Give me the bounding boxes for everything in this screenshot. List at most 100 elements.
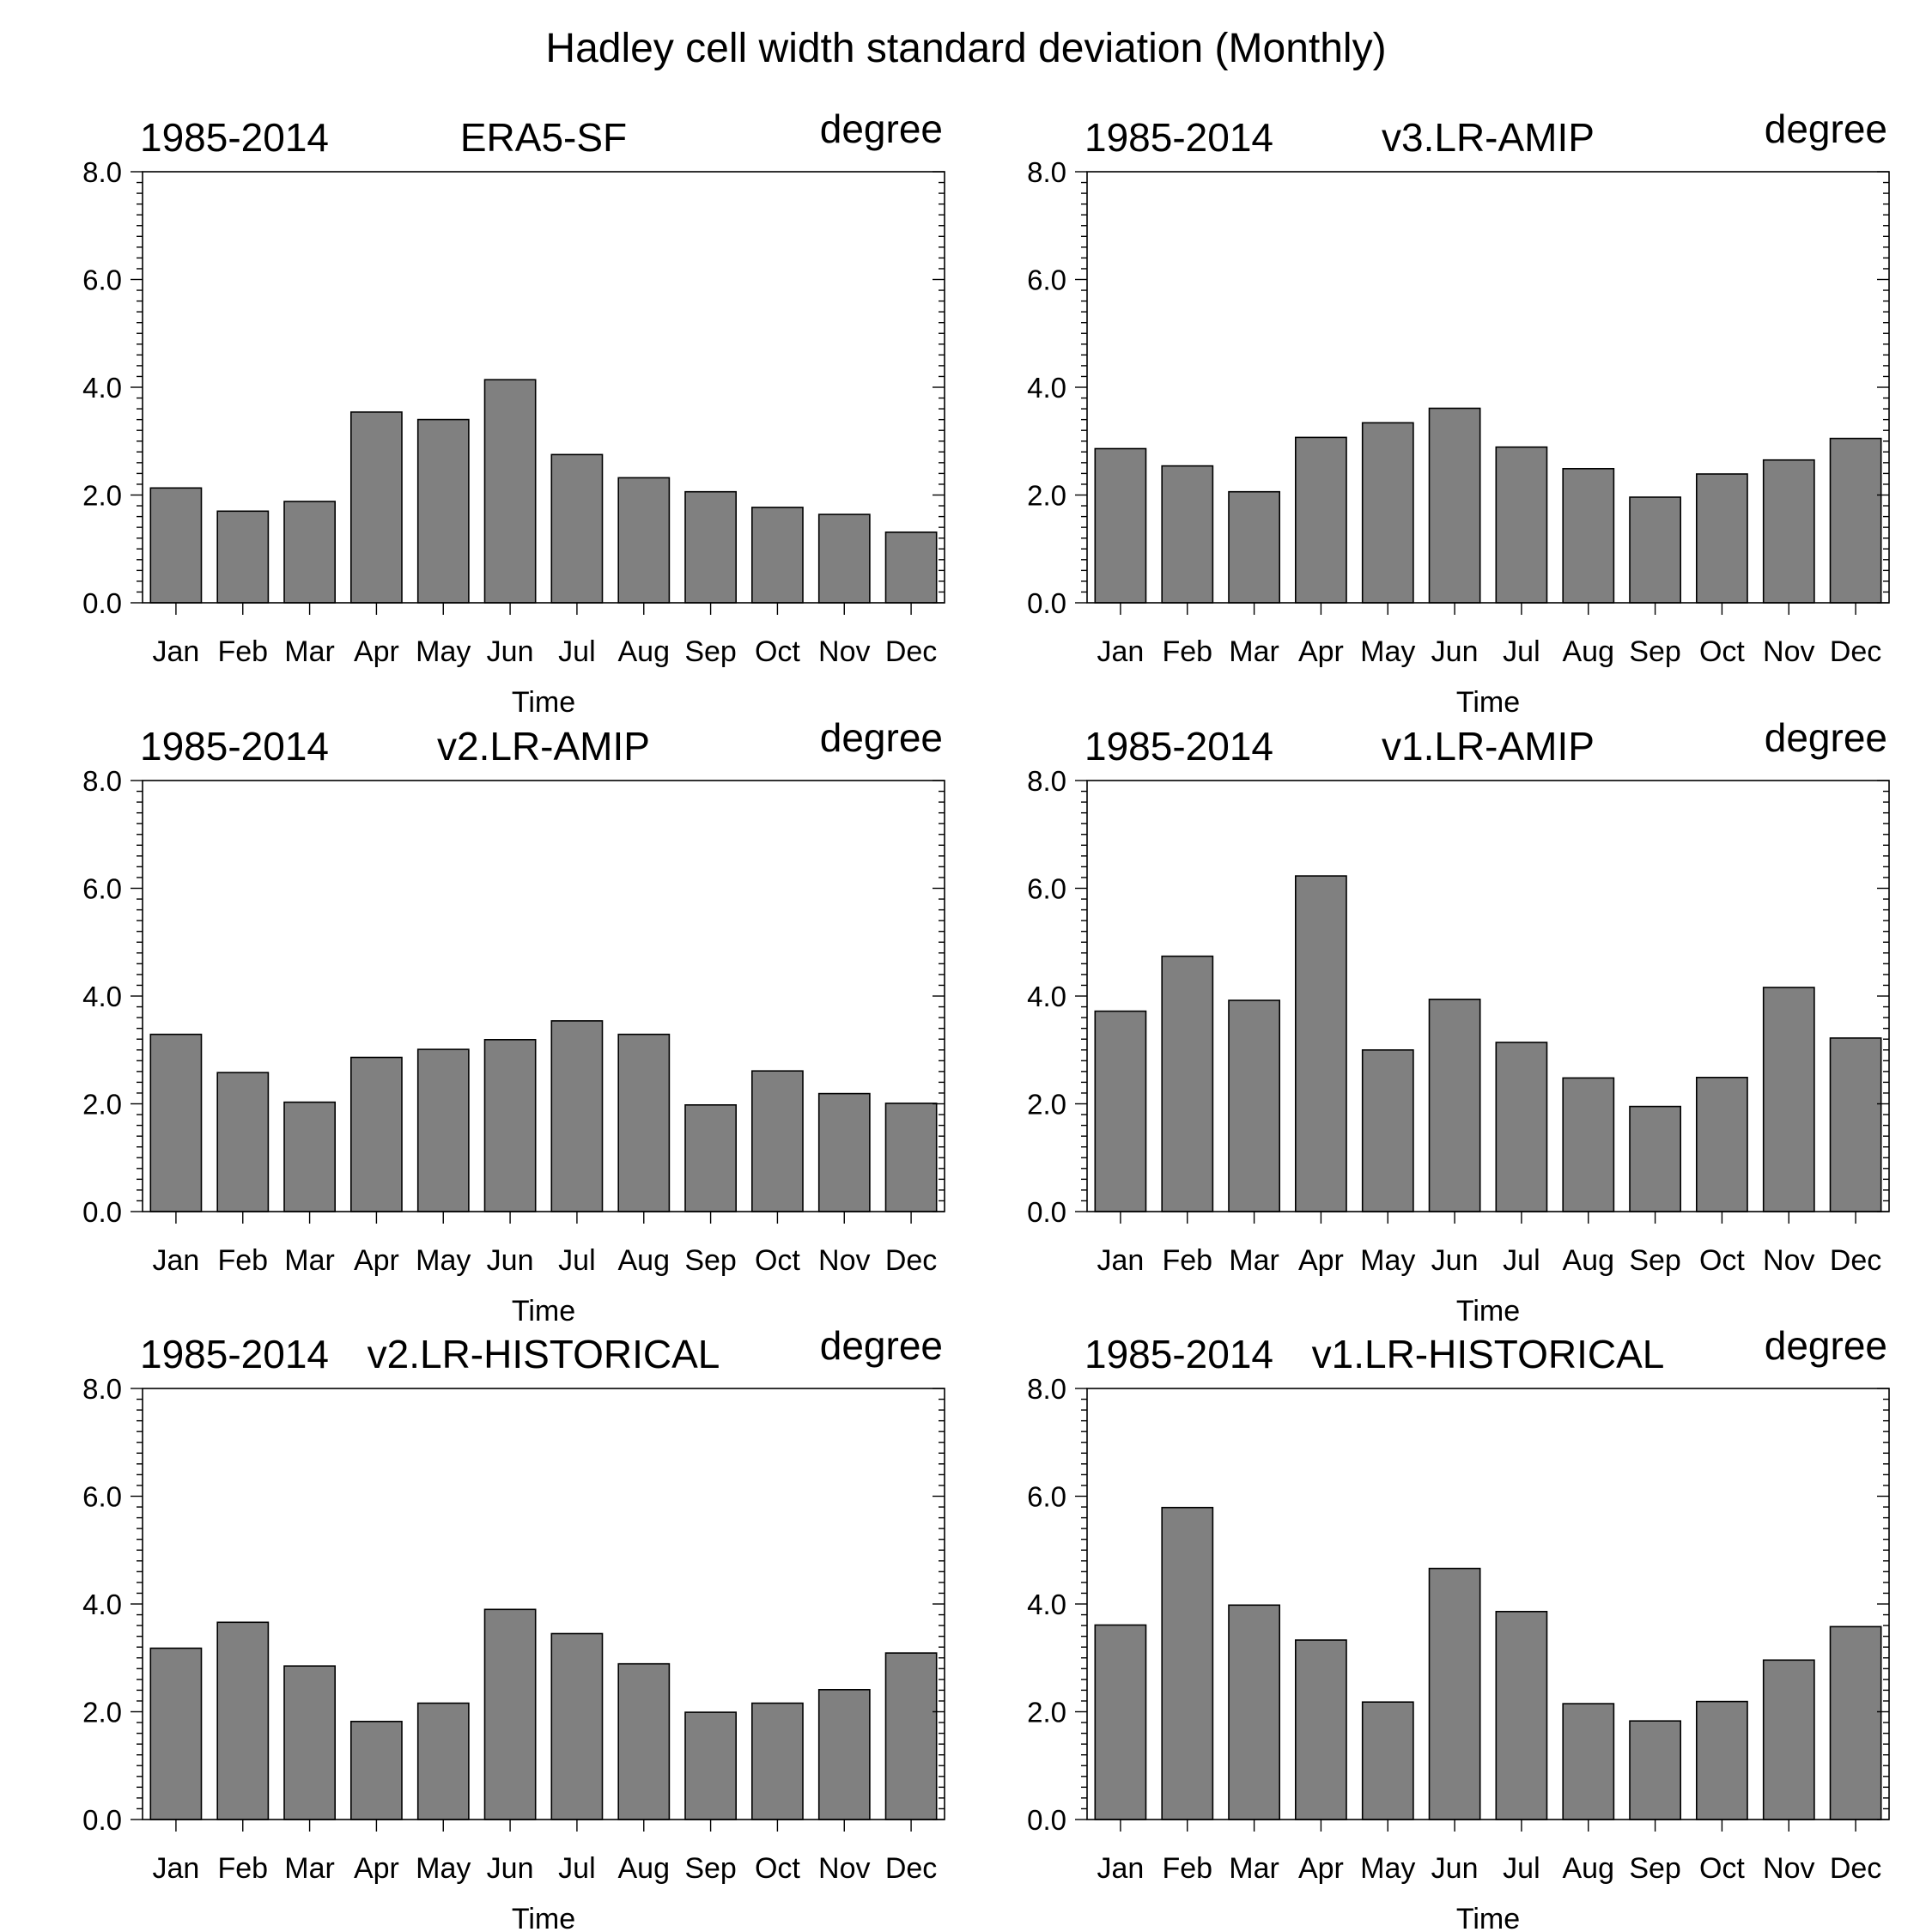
bar: [1762, 459, 1815, 604]
bar: [1495, 1042, 1548, 1212]
bar: [1228, 999, 1281, 1212]
bar: [550, 1632, 604, 1820]
bar: [684, 1711, 738, 1820]
y-tick-label: 8.0: [1027, 156, 1066, 188]
x-tick-label: May: [416, 1852, 471, 1885]
panel-title: v1.LR-HISTORICAL: [1312, 1332, 1665, 1376]
bar: [1762, 987, 1815, 1212]
panel-period: 1985-2014: [140, 115, 329, 160]
x-tick-label: Oct: [755, 1244, 800, 1277]
x-tick-label: Jul: [558, 635, 595, 668]
x-tick-label: Nov: [818, 1244, 870, 1277]
bar: [149, 1647, 203, 1820]
chart-panel: 1985-2014 v3.LR-AMIP degree 0.0 2.0 4.0 6.0 8.0…: [1027, 106, 1890, 719]
y-tick-label: 4.0: [82, 1589, 122, 1620]
x-tick-label: Jul: [558, 1244, 595, 1277]
x-tick-label: Apr: [354, 1852, 399, 1885]
bar: [1361, 1701, 1414, 1820]
x-tick-label: Jan: [153, 1852, 200, 1885]
x-tick-label: Aug: [618, 635, 671, 668]
x-tick-label: Aug: [618, 1852, 671, 1885]
figure-title: Hadley cell width standard deviation (Mo…: [545, 26, 1386, 71]
bar: [216, 510, 270, 604]
y-tick-label: 2.0: [82, 1089, 122, 1121]
x-tick-label: Dec: [885, 1244, 937, 1277]
panel-period: 1985-2014: [1084, 115, 1273, 160]
x-tick-label: Aug: [1563, 1244, 1615, 1277]
bar: [1696, 1700, 1748, 1820]
bar: [1295, 436, 1347, 604]
x-tick-label: Jun: [1431, 1852, 1479, 1885]
x-tick-label: Apr: [354, 1244, 399, 1277]
y-tick-label: 4.0: [1027, 372, 1066, 404]
y-tick-label: 6.0: [82, 873, 122, 905]
x-tick-label: Sep: [684, 1852, 737, 1885]
x-tick-label: Oct: [1699, 1244, 1745, 1277]
x-tick-label: Apr: [1298, 1244, 1344, 1277]
panel-units: degree: [820, 715, 943, 760]
panel-title: v3.LR-AMIP: [1382, 115, 1595, 160]
bar: [1361, 1049, 1414, 1212]
y-tick-label: 4.0: [82, 981, 122, 1012]
panel-units: degree: [820, 1323, 943, 1368]
bar: [617, 1033, 671, 1212]
y-tick-label: 0.0: [82, 1804, 122, 1836]
bar: [1161, 955, 1214, 1212]
bar: [1094, 1624, 1147, 1820]
x-tick-label: Mar: [1229, 1244, 1279, 1277]
x-tick-label: Jun: [487, 635, 534, 668]
x-tick-label: Nov: [1763, 635, 1814, 668]
x-tick-label: Nov: [1763, 1852, 1814, 1885]
x-tick-label: Dec: [885, 1852, 937, 1885]
x-axis-label: Time: [1456, 686, 1520, 719]
x-tick-label: Mar: [1229, 635, 1279, 668]
bar: [1829, 1625, 1882, 1820]
bar: [149, 1033, 203, 1212]
x-tick-label: Nov: [1763, 1244, 1814, 1277]
bar: [1361, 422, 1414, 604]
bar: [216, 1072, 270, 1212]
x-tick-label: Feb: [217, 1852, 268, 1885]
y-tick-label: 2.0: [1027, 1697, 1066, 1728]
x-tick-label: Oct: [1699, 635, 1745, 668]
x-tick-label: Sep: [684, 1244, 737, 1277]
x-tick-label: Aug: [1563, 1852, 1615, 1885]
chart-panel: 1985-2014 v2.LR-AMIP degree 0.0 2.0 4.0 6.0 8.0…: [82, 715, 945, 1327]
x-axis-label: Time: [512, 1295, 575, 1327]
x-tick-label: Apr: [1298, 1852, 1344, 1885]
y-tick-label: 2.0: [1027, 1089, 1066, 1121]
y-tick-label: 0.0: [82, 1196, 122, 1228]
bar: [1094, 1010, 1147, 1212]
bar: [1829, 437, 1882, 604]
bar: [416, 1702, 470, 1820]
x-tick-label: Sep: [1629, 1244, 1681, 1277]
bar: [283, 1665, 337, 1820]
panel-period: 1985-2014: [140, 1332, 329, 1376]
bar: [1629, 1105, 1682, 1212]
x-tick-label: Feb: [217, 635, 268, 668]
x-tick-label: Feb: [1162, 635, 1212, 668]
x-tick-label: Feb: [1162, 1244, 1212, 1277]
panels: 1985-2014 ERA5-SF degree 0.0 2.0 4.0 6.0 8.0 Jan…: [82, 106, 1890, 1932]
bar: [884, 1652, 938, 1820]
x-tick-label: Jan: [1097, 635, 1145, 668]
x-tick-label: Nov: [818, 1852, 870, 1885]
bar: [1428, 407, 1481, 604]
bar: [750, 507, 804, 604]
panel-period: 1985-2014: [1084, 724, 1273, 769]
y-tick-label: 6.0: [1027, 873, 1066, 905]
x-tick-label: Jun: [1431, 635, 1479, 668]
panel-title: v2.LR-HISTORICAL: [368, 1332, 720, 1376]
x-tick-label: Jun: [487, 1852, 534, 1885]
bar: [216, 1621, 270, 1820]
y-tick-label: 8.0: [1027, 1373, 1066, 1405]
x-tick-label: Dec: [1830, 635, 1881, 668]
bar: [1428, 1567, 1481, 1820]
y-tick-label: 6.0: [1027, 264, 1066, 296]
panel-units: degree: [1765, 715, 1887, 760]
bar: [283, 1101, 337, 1212]
x-tick-label: Mar: [1229, 1852, 1279, 1885]
bar: [1295, 875, 1347, 1212]
y-tick-label: 0.0: [82, 587, 122, 619]
x-tick-label: May: [1360, 1852, 1415, 1885]
